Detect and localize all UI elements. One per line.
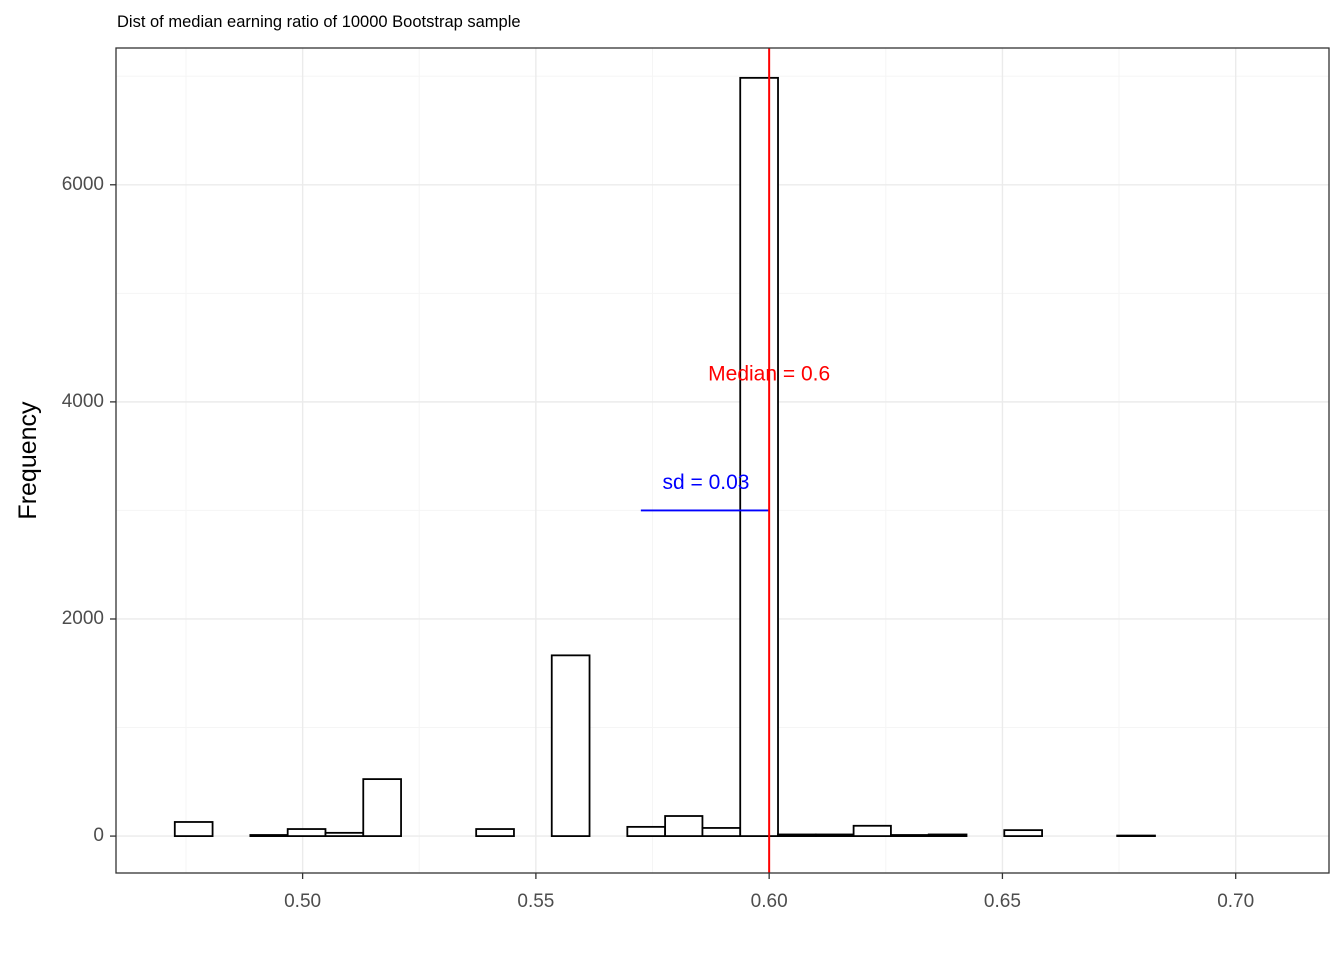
- histogram-bar: [701, 827, 742, 837]
- x-tick-label: 0.60: [751, 891, 788, 912]
- y-tick-label: 0: [93, 825, 104, 846]
- histogram-bar: [927, 833, 968, 837]
- y-tick-label: 4000: [62, 391, 104, 412]
- grid-minor-lines: [116, 48, 1329, 873]
- median-annotation: Median = 0.6: [708, 48, 830, 873]
- histogram-bar: [777, 833, 817, 837]
- x-tick-label: 0.50: [284, 891, 321, 912]
- histogram-bar: [890, 834, 930, 837]
- sd-label: sd = 0.03: [663, 471, 750, 494]
- histogram-bar: [664, 815, 704, 837]
- x-axis: 0.50 0.55 0.60 0.65 0.70: [284, 873, 1254, 912]
- histogram-bars: [173, 76, 1156, 837]
- y-tick-label: 2000: [62, 608, 104, 629]
- y-axis-label: Frequency: [14, 401, 42, 520]
- y-tick-label: 6000: [62, 174, 104, 195]
- y-axis: 0 2000 4000 6000: [62, 174, 116, 846]
- histogram-bar: [739, 76, 779, 837]
- histogram-bar: [173, 821, 214, 837]
- histogram-bar: [362, 778, 402, 837]
- histogram-bar: [626, 825, 667, 837]
- histogram-bar: [1003, 829, 1043, 837]
- histogram-bar: [852, 824, 892, 837]
- median-label: Median = 0.6: [708, 362, 830, 385]
- grid-major-lines: [116, 48, 1329, 873]
- panel-border: [115, 47, 1330, 874]
- histogram-bar: [814, 833, 855, 837]
- chart-title: Dist of median earning ratio of 10000 Bo…: [117, 13, 521, 31]
- x-tick-label: 0.55: [517, 891, 554, 912]
- x-tick-label: 0.65: [984, 891, 1021, 912]
- histogram-bar: [324, 831, 365, 837]
- histogram-bar: [1116, 834, 1156, 837]
- histogram-bar: [286, 828, 327, 837]
- histogram-bar: [249, 834, 289, 837]
- histogram-bar: [550, 654, 591, 837]
- histogram-bar: [475, 828, 515, 837]
- sd-annotation: sd = 0.03: [640, 471, 770, 512]
- x-tick-label: 0.70: [1217, 891, 1254, 912]
